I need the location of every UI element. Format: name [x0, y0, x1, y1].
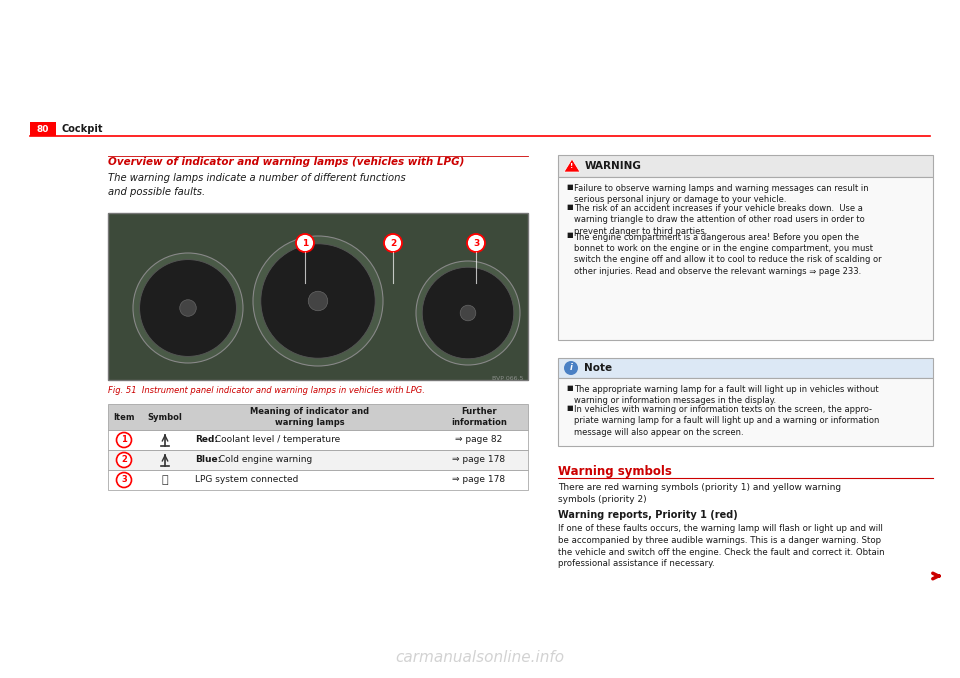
FancyBboxPatch shape [558, 378, 933, 446]
Circle shape [261, 244, 375, 358]
Circle shape [296, 234, 314, 252]
Text: !: ! [570, 163, 574, 170]
Text: Red:: Red: [195, 435, 218, 445]
Circle shape [308, 292, 327, 311]
Text: The risk of an accident increases if your vehicle breaks down.  Use a
warning tr: The risk of an accident increases if you… [574, 204, 865, 236]
FancyBboxPatch shape [108, 450, 528, 470]
Text: 1: 1 [121, 435, 127, 445]
FancyBboxPatch shape [108, 213, 528, 380]
Circle shape [253, 236, 383, 366]
Text: Failure to observe warning lamps and warning messages can result in
serious pers: Failure to observe warning lamps and war… [574, 184, 869, 205]
Text: There are red warning symbols (priority 1) and yellow warning
symbols (priority : There are red warning symbols (priority … [558, 483, 841, 504]
Text: Cockpit: Cockpit [62, 124, 104, 134]
Text: Coolant level / temperature: Coolant level / temperature [212, 435, 340, 445]
Polygon shape [564, 159, 580, 172]
Circle shape [180, 300, 196, 316]
Text: Cold engine warning: Cold engine warning [216, 456, 312, 464]
Text: ■: ■ [566, 204, 572, 210]
Circle shape [133, 253, 243, 363]
Circle shape [139, 260, 236, 357]
FancyBboxPatch shape [108, 404, 528, 430]
Text: The appropriate warning lamp for a fault will light up in vehicles without
warni: The appropriate warning lamp for a fault… [574, 385, 878, 405]
Text: BVP 066.5: BVP 066.5 [492, 376, 523, 381]
FancyBboxPatch shape [108, 430, 528, 450]
Circle shape [564, 361, 578, 375]
Text: Meaning of indicator and
warning lamps: Meaning of indicator and warning lamps [251, 407, 370, 426]
Text: ⇒ page 178: ⇒ page 178 [452, 475, 506, 485]
Text: 1: 1 [301, 239, 308, 247]
Text: Symbol: Symbol [148, 412, 182, 422]
Text: 3: 3 [473, 239, 479, 247]
FancyBboxPatch shape [108, 470, 528, 490]
Text: The engine compartment is a dangerous area! Before you open the
bonnet to work o: The engine compartment is a dangerous ar… [574, 233, 881, 276]
Text: Warning symbols: Warning symbols [558, 465, 672, 478]
Text: In vehicles with warning or information texts on the screen, the appro-
priate w: In vehicles with warning or information … [574, 405, 879, 437]
Text: ⇒ page 178: ⇒ page 178 [452, 456, 506, 464]
Circle shape [116, 433, 132, 447]
Text: ■: ■ [566, 233, 572, 239]
Text: ⇒ page 82: ⇒ page 82 [455, 435, 503, 445]
Text: Note: Note [584, 363, 612, 373]
Text: Overview of indicator and warning lamps (vehicles with LPG): Overview of indicator and warning lamps … [108, 157, 465, 167]
Text: Fig. 51  Instrument panel indicator and warning lamps in vehicles with LPG.: Fig. 51 Instrument panel indicator and w… [108, 386, 425, 395]
FancyBboxPatch shape [30, 122, 56, 136]
FancyBboxPatch shape [558, 177, 933, 340]
Text: If one of these faults occurs, the warning lamp will flash or light up and will
: If one of these faults occurs, the warni… [558, 524, 884, 568]
Circle shape [460, 305, 476, 321]
Text: The warning lamps indicate a number of different functions
and possible faults.: The warning lamps indicate a number of d… [108, 173, 406, 197]
Text: ■: ■ [566, 385, 572, 391]
Text: WARNING: WARNING [585, 161, 642, 171]
Circle shape [422, 267, 514, 359]
Text: ⛽: ⛽ [161, 475, 168, 485]
Text: Blue:: Blue: [195, 456, 221, 464]
Text: ■: ■ [566, 405, 572, 411]
Text: i: i [569, 363, 572, 372]
Text: 80: 80 [36, 125, 49, 134]
Text: 2: 2 [390, 239, 396, 247]
Circle shape [416, 261, 520, 365]
Text: Warning reports, Priority 1 (red): Warning reports, Priority 1 (red) [558, 510, 737, 520]
Text: carmanualsonline.info: carmanualsonline.info [396, 650, 564, 666]
FancyBboxPatch shape [558, 358, 933, 378]
Text: ■: ■ [566, 184, 572, 190]
Text: Further
information: Further information [451, 407, 507, 426]
Text: 2: 2 [121, 456, 127, 464]
Text: LPG system connected: LPG system connected [195, 475, 299, 485]
Circle shape [467, 234, 485, 252]
Circle shape [384, 234, 402, 252]
Circle shape [116, 473, 132, 487]
Text: Item: Item [113, 412, 134, 422]
Text: 3: 3 [121, 475, 127, 485]
FancyBboxPatch shape [558, 155, 933, 177]
Circle shape [116, 452, 132, 468]
